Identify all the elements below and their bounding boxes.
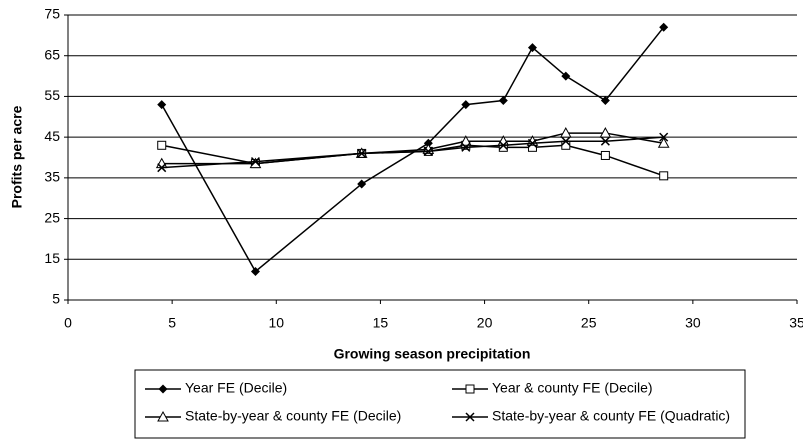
x-tick-label: 0 xyxy=(64,315,72,331)
marker xyxy=(600,96,610,105)
y-tick-label: 5 xyxy=(52,291,60,307)
marker xyxy=(157,100,167,110)
x-axis-title: Growing season precipitation xyxy=(334,346,531,362)
marker xyxy=(461,142,471,152)
marker xyxy=(459,135,472,146)
marker xyxy=(561,140,571,150)
marker xyxy=(423,146,433,156)
x-tick-label: 10 xyxy=(268,315,284,331)
series-line xyxy=(161,132,664,165)
marker xyxy=(357,179,367,189)
x-tick-label: 20 xyxy=(477,315,493,331)
y-tick-label: 15 xyxy=(44,250,60,266)
marker xyxy=(461,100,471,110)
marker xyxy=(599,127,612,138)
marker xyxy=(600,136,610,146)
y-tick-label: 25 xyxy=(44,209,60,225)
legend-label: State-by-year & county FE (Decile) xyxy=(185,408,401,424)
marker xyxy=(250,267,260,276)
marker xyxy=(561,136,571,146)
marker xyxy=(659,132,669,142)
marker xyxy=(157,163,167,173)
marker xyxy=(158,384,168,394)
y-tick-label: 55 xyxy=(44,87,60,103)
marker xyxy=(659,171,669,181)
marker xyxy=(250,157,260,167)
marker xyxy=(498,140,508,150)
x-tick-label: 5 xyxy=(168,315,176,331)
marker xyxy=(498,96,508,105)
marker xyxy=(357,148,367,158)
marker xyxy=(465,384,475,394)
series-line xyxy=(161,26,665,273)
y-tick-label: 45 xyxy=(44,128,60,144)
x-tick-label: 30 xyxy=(685,315,701,331)
legend-box xyxy=(134,369,746,439)
marker xyxy=(527,138,538,148)
marker xyxy=(423,138,433,148)
marker xyxy=(157,410,169,422)
marker xyxy=(527,43,537,53)
x-tick-label: 15 xyxy=(373,315,389,331)
marker xyxy=(559,127,572,138)
y-tick-label: 35 xyxy=(44,169,60,185)
y-tick-label: 75 xyxy=(44,6,60,22)
x-tick-label: 35 xyxy=(789,315,803,331)
series-line xyxy=(161,136,664,169)
legend-label: Year & county FE (Decile) xyxy=(492,380,653,396)
marker xyxy=(659,22,669,32)
y-axis-title: Profits per acre xyxy=(9,105,25,208)
marker xyxy=(157,140,167,150)
marker xyxy=(657,137,670,148)
marker xyxy=(600,150,610,160)
x-tick-label: 25 xyxy=(581,315,597,331)
marker xyxy=(561,71,571,81)
legend-label: Year FE (Decile) xyxy=(185,380,287,396)
y-tick-label: 65 xyxy=(44,46,60,62)
marker xyxy=(465,412,475,422)
legend-label: State-by-year & county FE (Quadratic) xyxy=(492,408,730,424)
